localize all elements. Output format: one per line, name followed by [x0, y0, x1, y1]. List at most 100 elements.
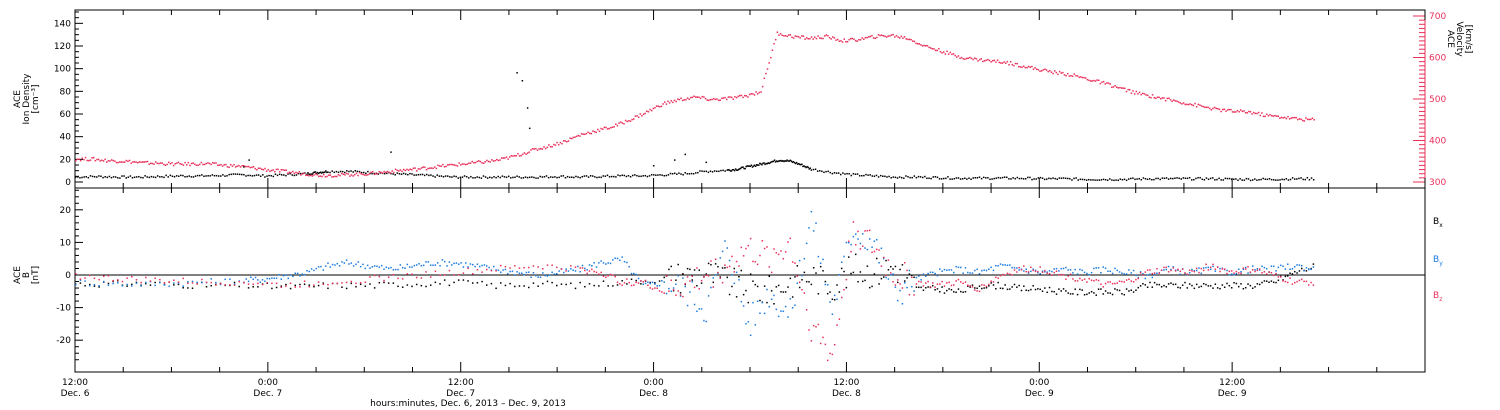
- velocity-point: [760, 91, 762, 93]
- bx-point: [570, 282, 572, 285]
- bz-point: [229, 284, 231, 286]
- velocity-point: [79, 159, 82, 162]
- by-point: [537, 276, 539, 278]
- by-point: [819, 262, 822, 265]
- bx-point: [495, 287, 497, 290]
- by-point: [408, 266, 411, 268]
- by-point: [500, 271, 502, 274]
- density-point: [522, 177, 525, 179]
- density-point: [1121, 178, 1124, 181]
- by-point: [871, 246, 873, 248]
- velocity-point: [280, 168, 283, 171]
- velocity-point: [553, 143, 555, 146]
- velocity-point: [602, 128, 604, 130]
- velocity-point: [287, 172, 289, 174]
- density-point: [217, 175, 220, 177]
- density-point: [480, 177, 483, 179]
- density-point: [575, 175, 577, 178]
- bx-point: [740, 269, 743, 272]
- density-point: [600, 176, 602, 179]
- by-point: [385, 266, 388, 269]
- density-point: [840, 173, 842, 176]
- by-point: [904, 282, 906, 284]
- density-point: [634, 174, 636, 176]
- density-point: [1176, 177, 1178, 179]
- velocity-point: [326, 175, 328, 178]
- by-point: [1069, 269, 1072, 271]
- velocity-point: [587, 131, 589, 134]
- density-point: [610, 175, 613, 178]
- density-point: [215, 174, 218, 177]
- density-point: [1039, 176, 1042, 179]
- density-point: [692, 173, 695, 175]
- velocity-point: [478, 160, 480, 162]
- density-point: [148, 176, 151, 179]
- density-point: [995, 177, 998, 179]
- velocity-point: [1158, 96, 1160, 99]
- density-point: [98, 175, 100, 177]
- by-point: [672, 287, 675, 289]
- velocity-point: [398, 170, 400, 172]
- density-point: [257, 174, 260, 176]
- bz-point: [745, 247, 747, 250]
- density-point: [735, 169, 738, 171]
- density-point: [236, 173, 239, 175]
- bx-point: [210, 284, 212, 287]
- density-point: [911, 176, 913, 179]
- density-point: [1018, 177, 1021, 180]
- bz-point: [1055, 270, 1058, 272]
- velocity-point: [827, 35, 829, 37]
- density-point: [556, 176, 558, 179]
- bz-point: [623, 282, 626, 284]
- density-point: [1054, 177, 1056, 180]
- by-point: [187, 281, 189, 283]
- bx-point: [918, 286, 920, 289]
- velocity-point: [861, 37, 863, 39]
- density-point: [809, 167, 812, 169]
- bz-point: [612, 274, 614, 276]
- by-point: [145, 281, 147, 284]
- bx-point: [871, 285, 873, 288]
- velocity-point: [331, 176, 333, 178]
- density-point: [1111, 179, 1113, 181]
- bx-point: [1170, 282, 1172, 284]
- by-point: [1200, 272, 1203, 275]
- bx-point: [429, 284, 432, 286]
- velocity-point: [1311, 117, 1314, 120]
- bz-point: [1135, 278, 1137, 281]
- velocity-point: [657, 105, 659, 108]
- by-point: [749, 334, 752, 337]
- velocity-point: [1063, 74, 1066, 76]
- velocity-point: [1204, 106, 1206, 108]
- density-point: [598, 176, 600, 178]
- velocity-point: [709, 98, 712, 101]
- density-point: [1045, 178, 1048, 180]
- bz-point: [565, 270, 567, 272]
- bx-point: [880, 277, 883, 280]
- velocity-point: [1135, 90, 1138, 93]
- bx-point: [1079, 288, 1081, 291]
- by-point: [1062, 267, 1065, 270]
- bx-point: [995, 288, 997, 290]
- velocity-point: [518, 155, 521, 157]
- velocity-point: [758, 91, 761, 94]
- bx-point: [1039, 288, 1041, 291]
- bz-point: [135, 279, 138, 281]
- bx-point: [1242, 287, 1245, 290]
- by-point: [1123, 273, 1126, 275]
- bz-point: [425, 271, 427, 273]
- velocity-point: [608, 127, 611, 130]
- velocity-point: [432, 167, 434, 170]
- velocity-point: [391, 170, 394, 172]
- velocity-point: [274, 170, 276, 173]
- by-point: [163, 284, 166, 286]
- bx-point: [754, 283, 757, 286]
- velocity-point: [305, 174, 307, 176]
- by-point: [880, 247, 883, 250]
- bz-point: [932, 282, 934, 284]
- density-point: [1071, 179, 1073, 181]
- by-point: [584, 267, 586, 270]
- by-point: [911, 286, 913, 288]
- velocity-point: [699, 97, 702, 100]
- density-point: [1312, 179, 1315, 181]
